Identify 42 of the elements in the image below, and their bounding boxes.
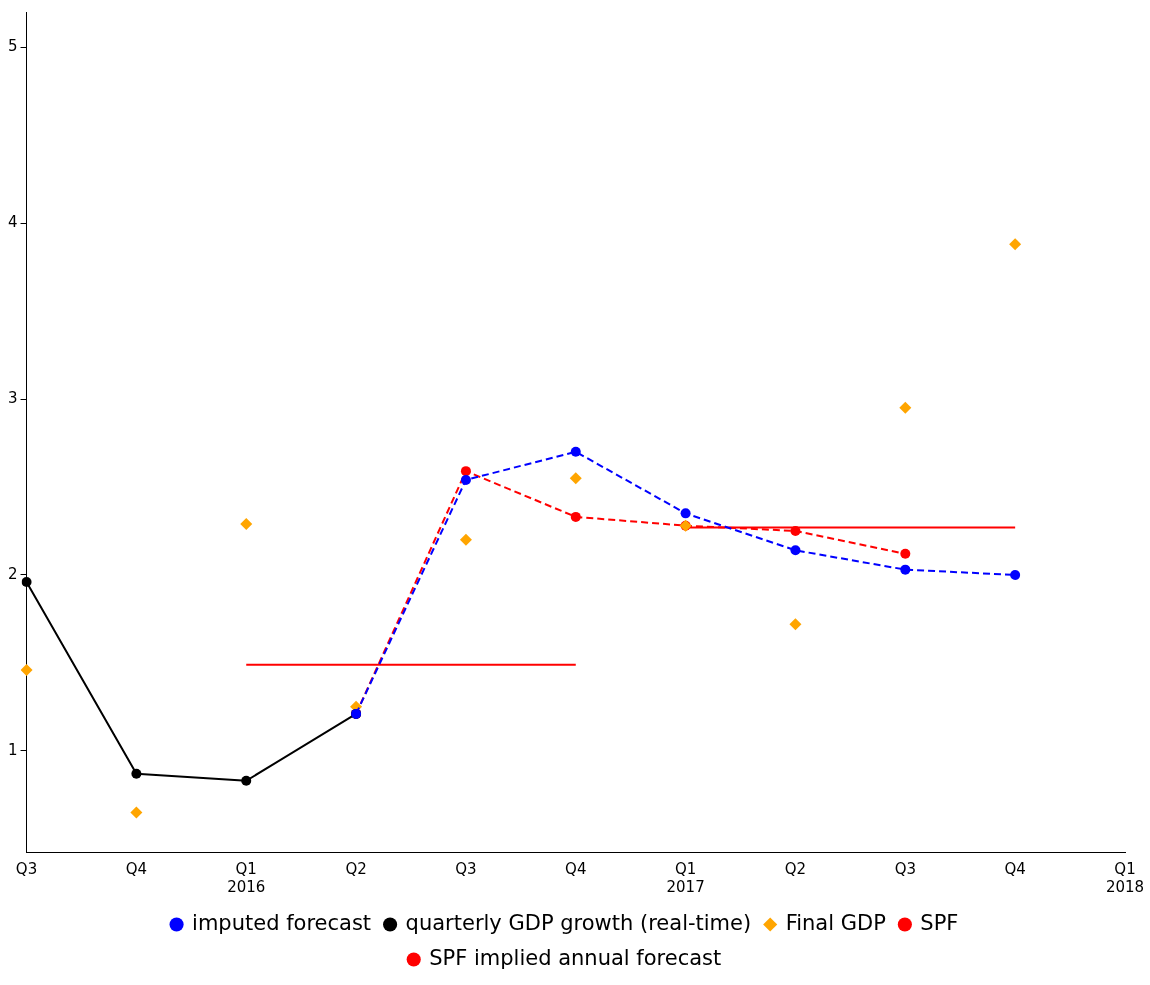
x-tick-label: Q3: [894, 859, 916, 878]
x-tick-label: Q3: [455, 859, 477, 878]
x-tick-label: Q4: [125, 859, 148, 878]
x-tick-label: Q1 2017: [666, 859, 705, 896]
point: [570, 511, 581, 522]
legend-label: imputed forecast: [192, 910, 372, 935]
point: [459, 533, 472, 546]
point: [240, 517, 253, 530]
point: [569, 472, 582, 485]
y-tick-label: 4: [8, 212, 18, 231]
point: [899, 401, 912, 414]
y-tick-label: 2: [8, 564, 18, 583]
point: [130, 806, 143, 819]
x-tick-label: Q3: [15, 859, 38, 878]
point: [1009, 238, 1022, 251]
x-tick-label: Q1 2016: [227, 859, 266, 896]
point: [21, 576, 32, 587]
point: [570, 446, 581, 457]
point: [790, 545, 801, 556]
x-tick-label: Q4: [1004, 859, 1026, 878]
point: [460, 466, 471, 477]
x-tick-label: Q2: [784, 859, 807, 878]
point: [680, 508, 691, 519]
x-tick-label: Q2: [345, 859, 367, 878]
legend-label: SPF implied annual forecast: [429, 945, 722, 970]
y-tick-label: 1: [8, 740, 18, 759]
legend-label: quarterly GDP growth (real-time): [405, 910, 752, 935]
legend-label: Final GDP: [785, 910, 886, 935]
legend-label: SPF: [920, 910, 959, 935]
point: [1010, 569, 1021, 580]
point: [790, 525, 801, 536]
x-tick-label: Q1 2018: [1105, 859, 1145, 896]
y-tick-label: 5: [8, 37, 18, 56]
point: [131, 768, 142, 779]
point: [460, 474, 471, 485]
y-tick-label: 3: [8, 388, 18, 407]
x-tick-label: Q4: [565, 859, 587, 878]
point: [20, 663, 33, 676]
point: [241, 775, 252, 786]
point: [900, 564, 911, 575]
point: [789, 618, 802, 631]
point: [900, 548, 911, 559]
